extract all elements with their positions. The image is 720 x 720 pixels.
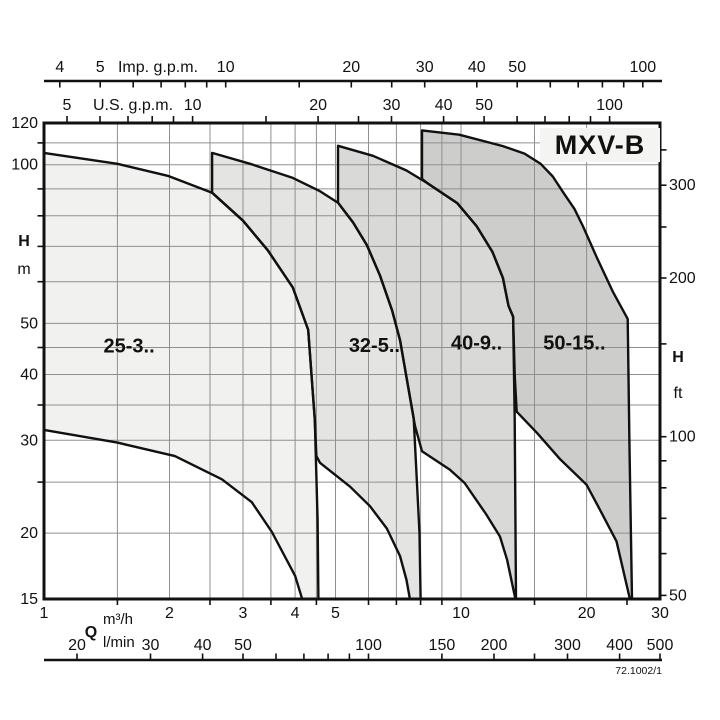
imp-axis-tick-label: 20 <box>342 59 360 76</box>
document-code: 72.1002/1 <box>615 665 662 677</box>
right-axis-h-ft: 300 200 100 50 Hft <box>660 149 696 604</box>
left-axis-tick-label: 120 <box>11 115 38 132</box>
bottom-axis-lmin: 20 30 40 50 100 150 200 300 400 500 l/min <box>44 634 674 662</box>
region-label: 50-15.. <box>543 333 605 355</box>
m3h-axis-tick-label: 20 <box>578 605 596 622</box>
m3h-axis-tick-label: 5 <box>331 605 340 622</box>
lmin-axis-tick-label: 30 <box>142 637 160 654</box>
left-axis-tick-label: 50 <box>20 315 38 332</box>
lmin-axis-tick-label: 500 <box>647 637 674 654</box>
left-axis-tick-label: 15 <box>20 591 38 608</box>
us-axis-tick-label: 50 <box>475 97 493 114</box>
top-axis-us-gpm: 5 10 20 30 40 50 100 U.S. g.p.m. <box>63 97 623 123</box>
left-axis-tick-label: 40 <box>20 367 38 384</box>
imp-axis-tick-label: 40 <box>468 59 486 76</box>
imp-axis-title: Imp. g.p.m. <box>118 59 198 76</box>
left-axis-h-m: 120 100 50 40 30 20 15 Hm <box>11 115 44 608</box>
us-axis-tick-label: 10 <box>184 97 202 114</box>
lmin-axis-tick-label: 50 <box>234 637 252 654</box>
lmin-axis-tick-label: 400 <box>606 637 633 654</box>
left-axis-tick-label: 20 <box>20 525 38 542</box>
top-axis-imp-gpm: 4 5 10 20 30 40 50 100 Imp. g.p.m. <box>44 59 662 88</box>
lmin-axis-title: l/min <box>103 634 135 651</box>
flow-symbol: Q <box>85 624 97 641</box>
left-axis-unit: m <box>17 261 30 278</box>
lmin-axis-tick-label: 150 <box>429 637 456 654</box>
envelope-fill <box>422 130 632 599</box>
left-axis-tick-label: 100 <box>11 157 38 174</box>
imp-axis-tick-label: 4 <box>55 59 64 76</box>
envelope-fill <box>338 145 516 600</box>
imp-axis-tick-label: 30 <box>416 59 434 76</box>
m3h-axis-tick-label: 3 <box>239 605 248 622</box>
m3h-axis-tick-label: 4 <box>291 605 300 622</box>
imp-axis-tick-label: 5 <box>96 59 105 76</box>
envelope-outline <box>42 151 320 601</box>
us-axis-tick-label: 100 <box>596 97 623 114</box>
bottom-axis-m3h: 1 2 3 4 5 10 20 30 Qm³/h <box>40 599 669 641</box>
us-axis-tick-label: 30 <box>383 97 401 114</box>
plot-frame <box>42 121 662 601</box>
right-axis-symbol: H <box>672 349 684 366</box>
region-label: 25-3.. <box>104 336 155 358</box>
left-axis-symbol: H <box>18 233 30 250</box>
imp-axis-tick-label: 50 <box>508 59 526 76</box>
lmin-axis-tick-label: 100 <box>355 637 382 654</box>
us-axis-title: U.S. g.p.m. <box>93 97 173 114</box>
m3h-axis-tick-label: 10 <box>452 605 470 622</box>
right-axis-unit: ft <box>674 385 683 402</box>
region-label: 32-5.. <box>349 335 400 357</box>
envelope-fill <box>44 152 319 599</box>
m3h-axis-tick-label: 2 <box>165 605 174 622</box>
lmin-axis-tick-label: 200 <box>481 637 508 654</box>
us-axis-tick-label: 40 <box>435 97 453 114</box>
us-axis-tick-label: 20 <box>309 97 327 114</box>
right-axis-tick-label: 300 <box>669 177 696 194</box>
imp-axis-tick-label: 10 <box>217 59 235 76</box>
m3h-axis-title: m³/h <box>103 611 133 628</box>
imp-axis-tick-label: 100 <box>629 59 656 76</box>
region-label: 40-9.. <box>451 333 502 355</box>
chart-title: MXV-B <box>554 129 646 160</box>
m3h-axis-tick-label: 1 <box>40 605 49 622</box>
us-axis-tick-label: 5 <box>63 97 72 114</box>
lmin-axis-tick-label: 20 <box>68 637 86 654</box>
m3h-axis-tick-label: 30 <box>651 605 669 622</box>
pump-envelope-outlines: 50-15.. 40-9.. 32-5.. 25-3.. <box>42 129 634 601</box>
right-axis-tick-label: 200 <box>669 270 696 287</box>
left-axis-tick-label: 30 <box>20 432 38 449</box>
lmin-axis-tick-label: 40 <box>194 637 212 654</box>
series-family-badge: MXV-B <box>540 128 660 162</box>
right-axis-tick-label: 50 <box>669 587 687 604</box>
lmin-axis-tick-label: 300 <box>554 637 581 654</box>
right-axis-tick-label: 100 <box>669 429 696 446</box>
